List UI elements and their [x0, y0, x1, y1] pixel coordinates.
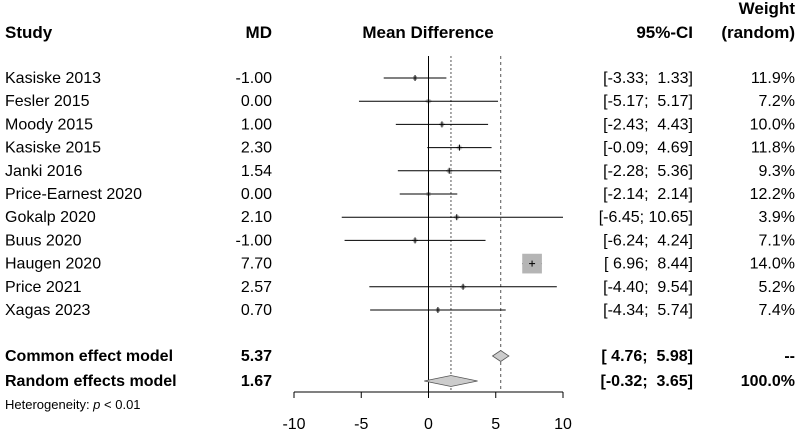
- study-ci: [-4.40; 9.54]: [603, 279, 693, 296]
- study-ci: [-2.43; 4.43]: [603, 116, 693, 133]
- study-md: 2.10: [241, 209, 272, 226]
- study-weight: 7.2%: [759, 93, 795, 110]
- x-tick-label: 5: [491, 416, 500, 433]
- study-md: 2.30: [241, 140, 272, 157]
- study-name: Price 2021: [5, 279, 82, 296]
- study-name: Janki 2016: [5, 163, 82, 180]
- summary-diamond: [424, 375, 478, 387]
- summary-md: 1.67: [241, 373, 272, 390]
- header-mean-difference: Mean Difference: [362, 23, 493, 42]
- study-md: 7.70: [241, 256, 272, 273]
- study-name: Kasiske 2015: [5, 140, 101, 157]
- study-ci: [-0.09; 4.69]: [603, 140, 693, 157]
- study-md: -1.00: [236, 70, 273, 87]
- summary-name: Random effects model: [5, 373, 177, 390]
- study-weight: 12.2%: [750, 186, 795, 203]
- study-md: 0.00: [241, 93, 272, 110]
- study-weight: 14.0%: [750, 256, 795, 273]
- study-name: Gokalp 2020: [5, 209, 96, 226]
- study-ci: [ 6.96; 8.44]: [604, 256, 693, 273]
- study-md: 1.54: [241, 163, 272, 180]
- study-ci: [-6.24; 4.24]: [603, 232, 693, 249]
- study-weight: 3.9%: [759, 209, 795, 226]
- study-md: 2.57: [241, 279, 272, 296]
- study-weight: 7.1%: [759, 232, 795, 249]
- summary-ci: [ 4.76; 5.98]: [601, 348, 693, 365]
- summary-name: Common effect model: [5, 348, 173, 365]
- summary-weight: 100.0%: [741, 373, 795, 390]
- study-name: Kasiske 2013: [5, 70, 101, 87]
- study-name: Moody 2015: [5, 116, 93, 133]
- study-ci: [-3.33; 1.33]: [603, 70, 693, 87]
- x-tick-label: 0: [424, 416, 433, 433]
- study-weight: 5.2%: [759, 279, 795, 296]
- study-weight: 11.8%: [751, 140, 795, 157]
- study-md: 0.70: [241, 302, 272, 319]
- study-weight: 9.3%: [759, 163, 795, 180]
- study-md: 1.00: [241, 116, 272, 133]
- study-ci: [-5.17; 5.17]: [603, 93, 693, 110]
- header-weight: Weight: [739, 0, 796, 18]
- study-weight: 10.0%: [750, 116, 795, 133]
- study-ci: [-2.28; 5.36]: [603, 163, 693, 180]
- study-name: Price-Earnest 2020: [5, 186, 142, 203]
- header-weight-random: (random): [721, 23, 795, 42]
- study-md: -1.00: [236, 232, 273, 249]
- study-name: Fesler 2015: [5, 93, 90, 110]
- header-ci: 95%-CI: [636, 23, 693, 42]
- study-name: Buus 2020: [5, 232, 82, 249]
- study-ci: [-6.45; 10.65]: [599, 209, 693, 226]
- summary-md: 5.37: [241, 348, 272, 365]
- x-tick-label: -5: [354, 416, 368, 433]
- summary-ci: [-0.32; 3.65]: [601, 373, 693, 390]
- heterogeneity-label: Heterogeneity: p < 0.01: [5, 397, 141, 412]
- x-tick-label: 10: [554, 416, 572, 433]
- header-md: MD: [246, 23, 272, 42]
- study-weight: 7.4%: [759, 302, 795, 319]
- summary-diamond: [491, 350, 510, 362]
- study-name: Xagas 2023: [5, 302, 91, 319]
- study-weight: 11.9%: [751, 70, 795, 87]
- header-study: Study: [5, 23, 53, 42]
- summary-weight: --: [784, 348, 795, 365]
- study-md: 0.00: [241, 186, 272, 203]
- study-ci: [-4.34; 5.74]: [603, 302, 693, 319]
- x-tick-label: -10: [282, 416, 305, 433]
- study-name: Haugen 2020: [5, 256, 101, 273]
- study-ci: [-2.14; 2.14]: [603, 186, 693, 203]
